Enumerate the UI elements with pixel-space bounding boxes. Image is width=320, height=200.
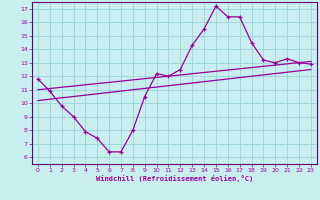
X-axis label: Windchill (Refroidissement éolien,°C): Windchill (Refroidissement éolien,°C) [96,175,253,182]
